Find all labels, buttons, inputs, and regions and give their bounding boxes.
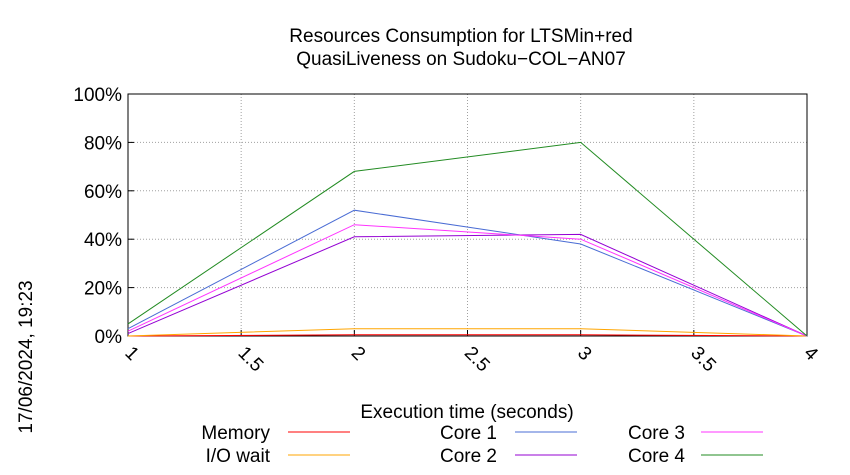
chart-title-line-2: QuasiLiveness on Sudoku−COL−AN07 — [296, 49, 626, 70]
x-tick-label: 3.5 — [686, 343, 720, 377]
legend-item: Core 3 — [628, 423, 763, 444]
y-tick-label: 100% — [73, 85, 122, 106]
legend-label: Memory — [201, 423, 270, 444]
legend-item: I/O wait — [206, 446, 350, 467]
x-axis-label: Execution time (seconds) — [360, 402, 573, 423]
series-line-memory — [127, 334, 808, 337]
chart-title: Resources Consumption for LTSMin+red Qua… — [289, 26, 632, 70]
series-line-i-o-wait — [127, 328, 808, 337]
y-tick-label: 60% — [84, 182, 122, 203]
legend-item: Memory — [201, 423, 350, 444]
legend-label: Core 4 — [628, 446, 685, 467]
x-tick-label: 4 — [799, 343, 822, 366]
legend-item: Core 2 — [440, 446, 577, 467]
y-tick-label: 20% — [84, 279, 122, 300]
grid — [127, 93, 808, 337]
y-tick-label: 40% — [84, 230, 122, 251]
timestamp: 17/06/2024, 19:23 — [16, 280, 37, 433]
series-line-core-3 — [127, 224, 808, 337]
legend-label: Core 1 — [440, 423, 497, 444]
x-tick-label: 2.5 — [460, 343, 494, 377]
x-tick-label: 3 — [573, 343, 595, 365]
legend-label: I/O wait — [206, 446, 271, 467]
y-tick-label: 0% — [95, 327, 123, 348]
x-axis: 1 1.5 2 2.5 3 3.5 4 — [120, 330, 822, 376]
legend-label: Core 3 — [628, 423, 685, 444]
legend-item: Core 4 — [628, 446, 763, 467]
series-line-core-1 — [127, 209, 808, 337]
legend-item: Core 1 — [440, 423, 577, 444]
chart-title-line-1: Resources Consumption for LTSMin+red — [289, 26, 632, 47]
x-tick-label: 1.5 — [234, 343, 268, 377]
series-line-core-4 — [127, 141, 808, 337]
y-tick-label: 80% — [84, 133, 122, 154]
legend-label: Core 2 — [440, 446, 497, 467]
series-line-core-2 — [127, 233, 808, 337]
x-tick-label: 2 — [347, 343, 369, 365]
y-axis: 0% 20% 40% 60% 80% 100% — [73, 85, 134, 348]
series-lines — [127, 141, 808, 337]
x-tick-label: 1 — [120, 343, 142, 365]
